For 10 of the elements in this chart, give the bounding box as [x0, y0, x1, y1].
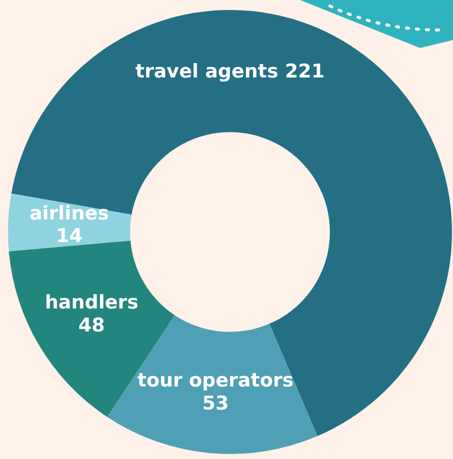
slice-label: handlers — [44, 292, 138, 314]
slice-label: airlines — [29, 202, 109, 224]
data-label: 48 — [78, 314, 105, 336]
data-label: 14 — [56, 225, 82, 248]
donut-slice — [107, 315, 318, 454]
slice-label: travel agents — [135, 60, 278, 83]
data-label: 53 — [202, 392, 229, 414]
data-label: 221 — [284, 60, 325, 83]
donut-slice — [11, 10, 452, 436]
slice-label: tour operators — [137, 370, 294, 392]
